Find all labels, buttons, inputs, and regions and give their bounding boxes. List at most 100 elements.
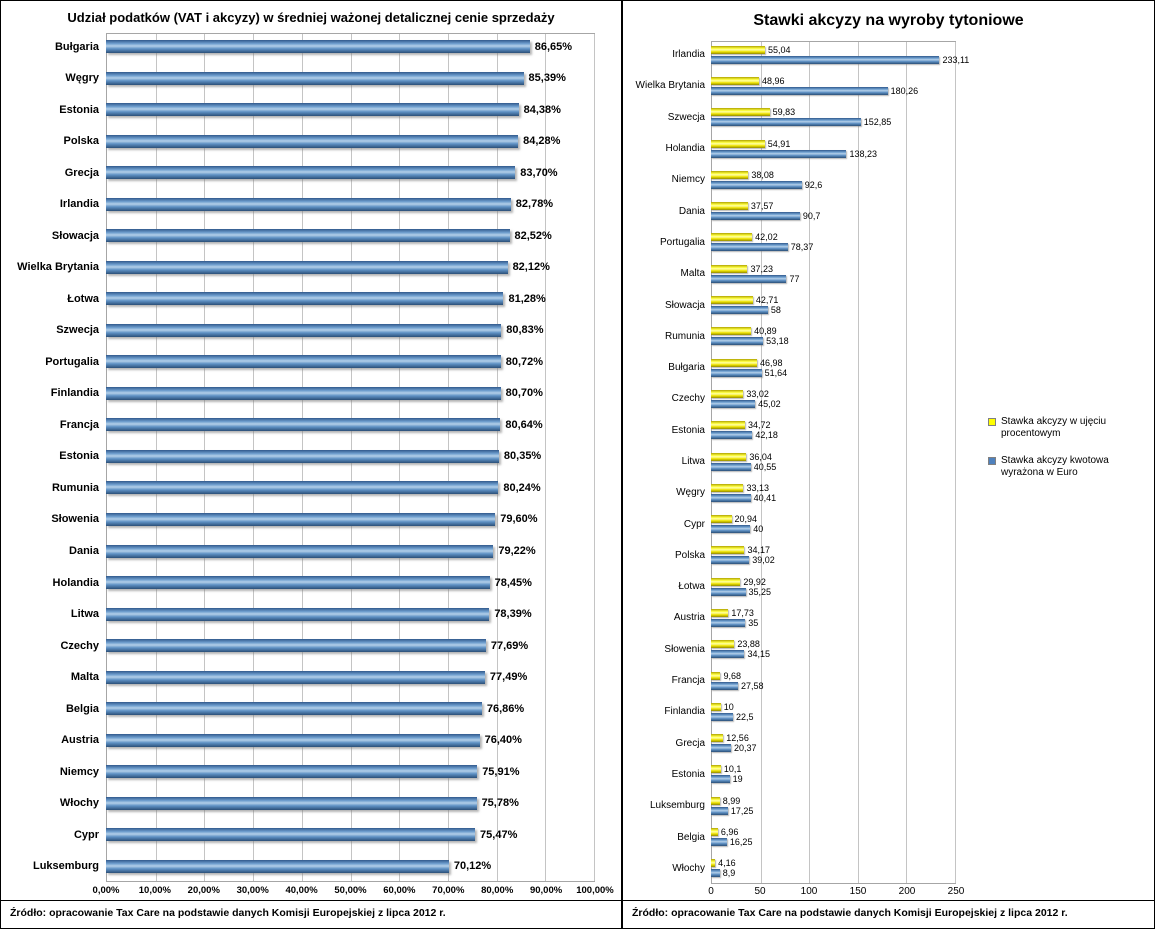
bar-row: Grecja 12,56 20,37 xyxy=(623,728,986,759)
bar-zone: 59,83 152,85 xyxy=(711,107,956,127)
bar xyxy=(106,796,477,810)
x-axis-tick-label: 90,00% xyxy=(529,885,563,896)
category-label: Łotwa xyxy=(67,292,99,305)
bar-line: 54,91 xyxy=(711,139,956,149)
bar-value-label: 77 xyxy=(789,273,800,284)
bar-line: 36,04 xyxy=(711,452,956,462)
category-label: Litwa xyxy=(70,608,99,621)
plot-area: Bułgaria 86,65% Węgry 85,39% Estonia 84,38% Po… xyxy=(1,31,621,882)
bar xyxy=(106,197,511,211)
bar xyxy=(106,292,504,306)
bar-value-label: 83,70% xyxy=(520,166,558,179)
bar-value-label: 80,83% xyxy=(506,324,544,337)
bar-percent xyxy=(711,108,770,117)
bar-value-label: 33,02 xyxy=(746,388,769,399)
bar-row: Szwecja 80,83% xyxy=(1,315,621,347)
bar-value-label: 19 xyxy=(732,774,743,785)
category-label: Cypr xyxy=(73,828,99,841)
tax-share-chart-panel: Udział podatków (VAT i akcyzy) w średnie… xyxy=(1,1,623,928)
bar-value-label: 40,55 xyxy=(753,461,777,472)
bar-zone: 38,08 92,6 xyxy=(711,170,956,190)
bar-line: 92,6 xyxy=(711,180,956,190)
bar-value-label: 75,91% xyxy=(482,765,520,778)
bar-percent xyxy=(711,765,721,774)
bar xyxy=(106,260,508,274)
bar xyxy=(106,639,486,653)
bar-row: Węgry 33,13 40,41 xyxy=(623,477,986,508)
bar-zone: 33,13 40,41 xyxy=(711,483,956,503)
category-label: Wielka Brytania xyxy=(17,261,99,274)
bar-value-label: 20,37 xyxy=(733,743,757,754)
bar-value-label: 86,65% xyxy=(534,40,573,53)
bar-value-label: 84,38% xyxy=(523,103,561,116)
category-label: Szwecja xyxy=(667,111,705,123)
bar-percent xyxy=(711,452,747,461)
x-axis-tick-label: 0 xyxy=(708,886,714,897)
bar-row: Wielka Brytania 82,12% xyxy=(1,252,621,284)
bar-line: 46,98 xyxy=(711,358,956,368)
bar-line: 40,89 xyxy=(711,326,956,336)
bar-value-label: 6,96 xyxy=(720,827,739,838)
bar-value-label: 38,08 xyxy=(751,169,774,180)
category-label: Holandia xyxy=(52,576,99,589)
bar-line: 40 xyxy=(711,524,956,534)
bar-value-label: 82,52% xyxy=(514,229,552,242)
bar xyxy=(106,103,519,117)
bar-euro xyxy=(711,180,802,189)
bar-line: 17,73 xyxy=(711,608,956,618)
bar-euro xyxy=(711,368,762,377)
bar-euro xyxy=(711,212,800,221)
bar-value-label: 84,28% xyxy=(523,135,561,148)
bar-value-label: 29,92 xyxy=(743,576,766,587)
bar xyxy=(106,765,478,779)
bar-zone: 48,96 180,26 xyxy=(711,76,956,96)
bar-value-label: 17,25 xyxy=(730,805,754,816)
bar xyxy=(106,607,490,621)
bar-line: 152,85 xyxy=(711,117,956,127)
bar-euro xyxy=(711,806,728,815)
gridline xyxy=(857,42,859,883)
bar-value-label: 35 xyxy=(748,617,759,628)
bar-zone: 42,02 78,37 xyxy=(711,232,956,252)
gridline xyxy=(955,42,956,883)
bar-value-label: 42,18 xyxy=(755,430,778,441)
bar-row: Holandia 78,45% xyxy=(1,567,621,599)
bar-line: 42,18 xyxy=(711,430,956,440)
bar-percent xyxy=(711,515,732,524)
category-label: Francja xyxy=(671,675,705,687)
bar xyxy=(106,859,449,873)
bar-value-label: 27,58 xyxy=(741,680,764,691)
bar-row: Cypr 20,94 40 xyxy=(623,508,986,539)
bar-line: 12,56 xyxy=(711,733,956,743)
bar-row: Estonia 10,1 19 xyxy=(623,759,986,790)
x-axis-tick-label: 200 xyxy=(898,886,916,897)
bar-line: 40,41 xyxy=(711,493,956,503)
bar-zone: 55,04 233,11 xyxy=(711,45,969,65)
legend-label: Stawka akcyzy w ujęciu procentowym xyxy=(1001,415,1107,440)
bar-line: 35,25 xyxy=(711,587,956,597)
bar-row: Irlandia 82,78% xyxy=(1,189,621,221)
bar-value-label: 10 xyxy=(723,701,734,712)
bar-row: Irlandia 55,04 233,11 xyxy=(623,39,986,70)
bar xyxy=(106,386,501,400)
category-label: Rumunia xyxy=(51,481,99,494)
category-label: Cypr xyxy=(683,518,705,530)
bar-percent xyxy=(711,327,752,336)
bar-value-label: 40 xyxy=(753,524,764,535)
bar-value-label: 34,17 xyxy=(747,545,771,556)
category-label: Bułgaria xyxy=(668,362,705,374)
bar-percent xyxy=(711,202,748,211)
bar-row: Dania 37,57 90,7 xyxy=(623,195,986,226)
bar-euro xyxy=(711,431,753,440)
bar-percent xyxy=(711,671,721,680)
bar xyxy=(106,481,499,495)
bar-euro xyxy=(711,618,746,627)
bar-value-label: 34,15 xyxy=(747,649,770,660)
bar-line: 6,96 xyxy=(711,827,956,837)
bar-row: Czechy 77,69% xyxy=(1,630,621,662)
x-axis-tick-label: 150 xyxy=(849,886,867,897)
bar-row: Łotwa 81,28% xyxy=(1,283,621,315)
bar-row: Niemcy 75,91% xyxy=(1,756,621,788)
bar-percent xyxy=(711,640,735,649)
bar-value-label: 77,69% xyxy=(490,639,529,652)
